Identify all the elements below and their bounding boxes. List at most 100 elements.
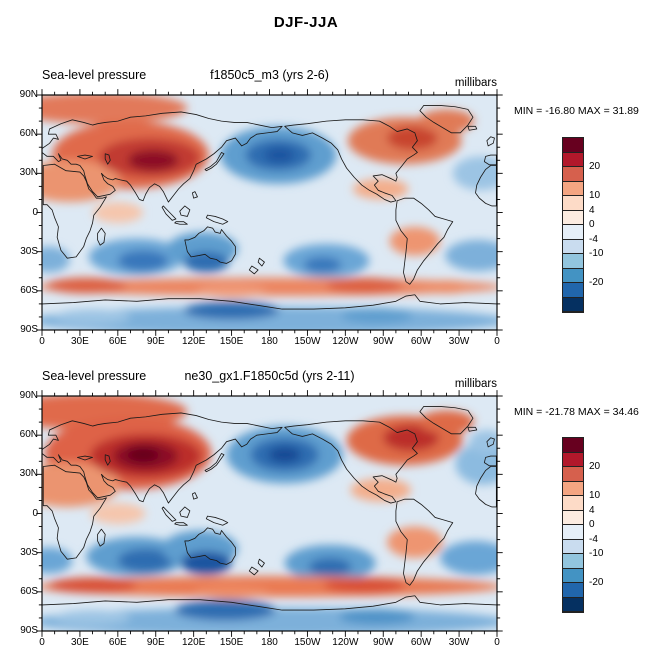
colorbar-segment (563, 467, 583, 482)
contour-field (42, 396, 497, 631)
panel1-lon-tick-label: 60W (410, 336, 432, 347)
panel1-lat-tick-label: 60N (19, 128, 38, 140)
colorbar-segment (563, 481, 583, 496)
panel2-map-svg (36, 390, 503, 637)
panel1-minmax-label: MIN = -16.80 MAX = 31.89 (514, 105, 639, 117)
colorbar-segment (563, 438, 583, 453)
panel2-lon-tick-label: 60W (410, 637, 432, 648)
colorbar-segment (563, 225, 583, 240)
contour-field (42, 95, 497, 330)
panel1-map-svg (36, 89, 503, 336)
panel2-case-title: ne30_gx1.F1850c5d (yrs 2-11) (184, 369, 355, 383)
panel1-lon-tick-label: 150E (219, 336, 244, 347)
panel1-lon-tick-label: 60E (108, 336, 127, 347)
colorbar-segment (563, 239, 583, 254)
panel2-lat-tick-label: 60N (19, 429, 38, 441)
colorbar-tick-label: 4 (589, 505, 595, 516)
colorbar-tick-label: -20 (589, 277, 604, 288)
panel1-lon-tick-label: 0 (494, 336, 500, 347)
colorbar-segment (563, 167, 583, 182)
panel2-variable-title: Sea-level pressure (42, 369, 147, 383)
tick-marks (36, 390, 503, 637)
panel2-lon-tick-label: 90W (372, 637, 394, 648)
panel1-lon-tick-label: 0 (39, 336, 45, 347)
colorbar-segment (563, 268, 583, 283)
panel1-lat-tick-label: 30S (20, 245, 38, 257)
panel2-lon-tick-label: 30W (448, 637, 470, 648)
panel2-lat-tick-label: 90N (19, 390, 38, 401)
colorbar-tick-label: -10 (589, 248, 604, 259)
panel2-lon-tick-label: 0 (39, 637, 45, 648)
colorbar-segment (563, 138, 583, 153)
panel2-lat-tick-label: 0 (32, 507, 38, 519)
panel1-lon-tick-label: 90E (146, 336, 165, 347)
figure-title: DJF-JJA (273, 14, 339, 31)
colorbar-tick-label: -4 (589, 234, 598, 245)
colorbar-tick-label: -4 (589, 534, 598, 545)
colorbar-segment (563, 452, 583, 467)
panel1-colorbar: 20 10 4 0 -4 -10 -20 (562, 137, 603, 313)
map-border (41, 94, 498, 331)
panel1-lat-tick-label: 0 (32, 206, 38, 218)
panel2-lon-tick-label: 120E (181, 637, 206, 648)
map-border (41, 395, 498, 632)
panel1-lon-tick-label: 30W (448, 336, 470, 347)
panel1-lon-tick-label: 120E (181, 336, 206, 347)
panel2-lon-tick-label: 90E (146, 637, 165, 648)
panel1-lon-tick-label: 150W (294, 336, 321, 347)
panel1-map (36, 89, 503, 336)
panel2-lon-tick-label: 150W (294, 637, 321, 648)
panel1-lon-tick-label: 120W (332, 336, 359, 347)
panel1-lon-tick-label: 180 (261, 336, 278, 347)
colorbar-segment (563, 283, 583, 298)
panel2-lon-tick-label: 120W (332, 637, 359, 648)
panel1-variable-title: Sea-level pressure (42, 68, 147, 82)
colorbar-segment (563, 196, 583, 211)
colorbar-segment (563, 152, 583, 167)
panel1-case-title: f1850c5_m3 (yrs 2-6) (210, 68, 329, 82)
colorbar-tick-label: 20 (589, 461, 601, 472)
colorbar-tick-label: 20 (589, 161, 601, 172)
coastlines (42, 406, 497, 631)
panel2-lon-tick-label: 30E (71, 637, 89, 648)
panel2-lat-tick-label: 60S (20, 585, 38, 597)
panel2-lat-tick-label: 30N (19, 468, 38, 480)
panel1-lon-tick-label: 90W (372, 336, 394, 347)
panel2-units-label: millibars (454, 378, 497, 390)
colorbar-segment (563, 583, 583, 598)
panel2-lon-tick-label: 180 (261, 637, 278, 648)
panel1-lat-tick-label: 30N (19, 167, 38, 179)
panel2-lat-tick-label: 30S (20, 546, 38, 558)
panel1-units-label: millibars (454, 77, 497, 89)
colorbar-segment (563, 496, 583, 511)
panel2-lon-tick-label: 60E (108, 637, 127, 648)
colorbar-tick-label: 0 (589, 519, 595, 530)
colorbar-segment (563, 525, 583, 540)
colorbar-tick-label: 0 (589, 219, 595, 230)
panel2-minmax-label: MIN = -21.78 MAX = 34.46 (514, 406, 639, 418)
colorbar-tick-label: 4 (589, 205, 595, 216)
colorbar-segment (563, 510, 583, 525)
colorbar-segment (563, 254, 583, 269)
panel1-lat-tick-label: 90N (19, 89, 38, 100)
panel2-colorbar: 20 10 4 0 -4 -10 -20 (562, 437, 603, 613)
panel2-lon-tick-label: 0 (494, 637, 500, 648)
coastlines (42, 105, 497, 330)
panel1-lat-tick-label: 90S (20, 324, 38, 335)
colorbar-segment (563, 297, 583, 312)
colorbar-segment (563, 597, 583, 612)
colorbar-segment (563, 554, 583, 569)
colorbar-segment (563, 181, 583, 196)
panel1-lon-tick-label: 30E (71, 336, 89, 347)
panel2-lon-tick-label: 150E (219, 637, 244, 648)
colorbar-tick-label: -10 (589, 548, 604, 559)
panel2-map (36, 390, 503, 637)
colorbar-tick-label: 10 (589, 190, 601, 201)
colorbar-tick-label: 10 (589, 490, 601, 501)
panel2-lat-tick-label: 90S (20, 625, 38, 636)
colorbar-segment (563, 568, 583, 583)
colorbar-tick-label: -20 (589, 577, 604, 588)
colorbar-segment (563, 210, 583, 225)
panel1-lat-tick-label: 60S (20, 284, 38, 296)
